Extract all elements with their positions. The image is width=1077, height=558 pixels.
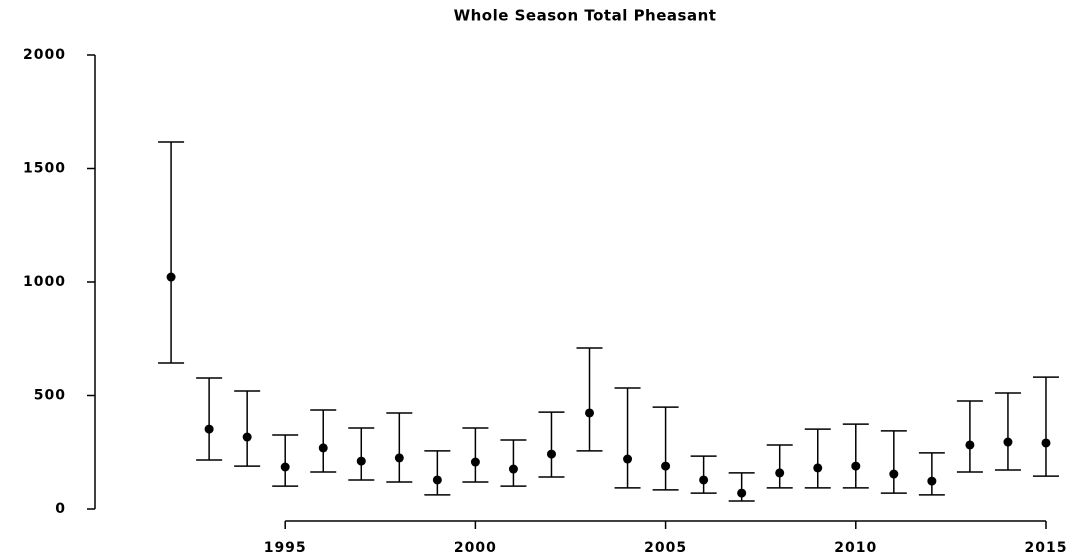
point [394, 453, 404, 463]
point [318, 443, 328, 453]
point [432, 475, 442, 485]
y-tick-label: 1000 [23, 274, 66, 290]
chart-title: Whole Season Total Pheasant [454, 7, 717, 25]
point [889, 469, 899, 479]
point [1003, 437, 1013, 447]
x-tick-label: 1995 [264, 540, 307, 556]
point [661, 461, 671, 471]
x-tick-label: 2015 [1024, 540, 1067, 556]
point [204, 424, 214, 434]
point [470, 457, 480, 467]
point [166, 272, 176, 282]
y-tick-label: 0 [55, 501, 66, 517]
x-tick-label: 2005 [644, 540, 687, 556]
y-tick-label: 2000 [23, 47, 66, 63]
point [699, 475, 709, 485]
point [775, 468, 785, 478]
point [851, 461, 861, 471]
point [965, 440, 975, 450]
point [1041, 438, 1051, 448]
y-tick-label: 500 [34, 388, 66, 404]
point [623, 454, 633, 464]
point [356, 456, 366, 466]
point [813, 463, 823, 473]
point [585, 408, 595, 418]
point [242, 432, 252, 442]
point [508, 464, 518, 474]
x-tick-label: 2000 [454, 540, 497, 556]
point [737, 488, 747, 498]
point [546, 449, 556, 459]
y-tick-label: 1500 [23, 161, 66, 177]
point [280, 462, 290, 472]
point [927, 476, 937, 486]
x-tick-label: 2010 [834, 540, 877, 556]
